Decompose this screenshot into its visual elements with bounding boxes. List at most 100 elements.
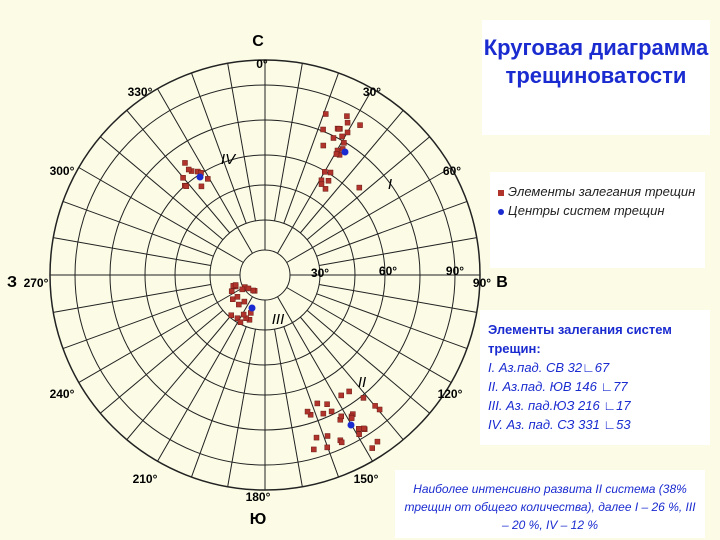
note: Наиболее интенсивно развита II система (…	[395, 470, 705, 538]
legend-text: Центры систем трещин	[508, 203, 665, 218]
fracture-point	[241, 298, 248, 305]
radial-line	[299, 316, 404, 441]
azimuth: 60°	[443, 164, 461, 178]
fracture-point	[361, 425, 367, 432]
fracture-point	[228, 288, 235, 294]
fracture-point	[356, 184, 363, 191]
fracture-point	[369, 445, 375, 451]
radial-line	[306, 136, 431, 241]
fracture-point	[320, 410, 327, 417]
fracture-point	[318, 181, 325, 187]
fracture-point	[356, 426, 362, 432]
radial-line	[283, 326, 340, 478]
fracture-point	[374, 438, 381, 445]
fracture-point	[234, 315, 241, 321]
system-item: II. Аз.пад. ЮВ 146 ∟77	[488, 379, 628, 394]
radial-line	[157, 296, 253, 462]
azimuth: 240°	[50, 387, 75, 401]
radial-line	[319, 284, 477, 313]
direction: З	[7, 274, 17, 291]
system-center	[248, 304, 256, 312]
fracture-point	[198, 183, 205, 190]
fracture-point	[205, 176, 211, 182]
fracture-point	[372, 403, 378, 409]
radial-line	[274, 63, 303, 221]
systems: Элементы залегания систем трещин: I. Аз.…	[480, 310, 710, 445]
grid	[49, 59, 481, 491]
radial-line	[190, 72, 247, 224]
fracture-point	[338, 439, 345, 446]
fracture-point	[341, 140, 347, 146]
fracture-point	[344, 119, 351, 126]
fracture-point	[360, 395, 367, 401]
azimuth: 0°	[256, 57, 268, 71]
radial-line	[62, 293, 214, 350]
fracture-point	[234, 294, 241, 300]
radial-line	[227, 329, 256, 487]
fracture-point	[327, 169, 334, 176]
azimuth: 120°	[438, 387, 463, 401]
radial-line	[78, 167, 244, 263]
system-center	[341, 148, 349, 156]
direction: С	[252, 33, 264, 50]
radial-line	[53, 237, 211, 266]
radial-line	[53, 284, 211, 313]
fracture-point	[330, 135, 337, 141]
fracture-point	[239, 286, 246, 293]
radial-line	[286, 167, 452, 263]
dip: 90°	[446, 264, 464, 278]
azimuth: 210°	[133, 472, 158, 486]
fracture-point	[323, 111, 329, 117]
fracture-point	[344, 129, 351, 136]
fracture-point	[357, 122, 363, 128]
radial-line	[190, 326, 247, 478]
azimuth: 150°	[354, 472, 379, 486]
fracture-point	[376, 406, 383, 413]
system-label: III	[272, 311, 285, 328]
system-item: III. Аз. пад.ЮЗ 216 ∟17	[488, 398, 631, 413]
radial-line	[319, 237, 477, 266]
legend-text: Элементы залегания трещин	[508, 184, 696, 199]
dip: 30°	[311, 266, 329, 280]
fracture-point	[240, 311, 247, 318]
fracture-point	[325, 177, 332, 184]
legend: Элементы залегания трещин Центры систем …	[490, 172, 705, 268]
radial-line	[316, 293, 468, 350]
fracture-point	[307, 411, 314, 418]
direction: Ю	[250, 511, 267, 528]
system-label: IV	[221, 151, 237, 168]
radial-line	[126, 109, 231, 234]
fracture-point	[322, 169, 328, 175]
fracture-point	[180, 175, 186, 181]
fracture-point	[322, 186, 329, 192]
radial-line	[157, 88, 253, 254]
radial-line	[78, 287, 244, 383]
system-label: I	[388, 176, 392, 193]
fracture-point	[245, 285, 252, 292]
fracture-point	[324, 433, 331, 439]
radial-line	[62, 200, 214, 257]
fracture-point	[314, 400, 321, 407]
fracture-point	[320, 126, 326, 133]
radial-line	[316, 200, 468, 257]
radial-line	[299, 109, 404, 234]
fracture-point	[320, 142, 327, 149]
radial-line	[274, 329, 303, 487]
fracture-point	[348, 415, 355, 421]
azimuth: 330°	[128, 85, 153, 99]
radial-line	[99, 309, 224, 414]
fracture-point	[232, 282, 239, 288]
fracture-point	[324, 444, 331, 451]
fracture-point	[228, 312, 234, 319]
fracture-point	[338, 392, 344, 399]
fracture-point	[185, 166, 192, 173]
system-center	[196, 173, 204, 181]
systems-heading: Элементы залегания систем трещин:	[488, 322, 672, 356]
radial-line	[306, 309, 431, 414]
fracture-point	[313, 434, 320, 441]
fracture-point	[182, 160, 188, 166]
radial-line	[286, 287, 452, 383]
radial-line	[99, 136, 224, 241]
azimuth: 180°	[246, 490, 271, 504]
